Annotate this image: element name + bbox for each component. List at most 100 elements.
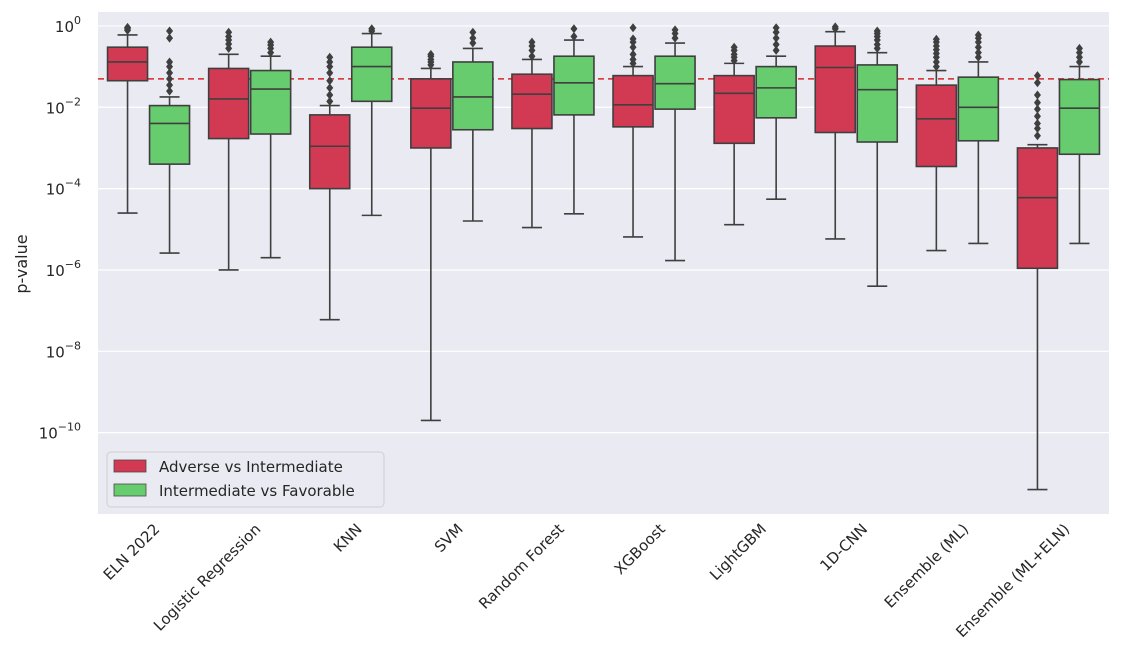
outlier-point — [570, 24, 578, 34]
outlier-point — [1033, 90, 1041, 100]
outlier-point — [772, 33, 780, 43]
box-1-1 — [249, 37, 292, 259]
box-9-1 — [1058, 43, 1101, 245]
iqr-box — [713, 74, 755, 145]
outlier-point — [326, 76, 334, 86]
outlier-point — [267, 37, 275, 47]
x-tick-label: SVM — [431, 520, 467, 556]
box-9-0 — [1016, 71, 1059, 491]
outlier-point — [326, 83, 334, 93]
outlier-point — [166, 68, 174, 78]
box-4-1 — [553, 24, 595, 215]
outlier-point — [166, 33, 174, 43]
iqr-box — [553, 55, 595, 116]
x-tick-label: LightGBM — [706, 520, 770, 584]
outlier-point — [368, 24, 376, 34]
outlier-point — [124, 22, 132, 32]
box-8-1 — [957, 30, 1000, 245]
iqr-box — [249, 69, 292, 135]
x-tick-label: KNN — [330, 520, 366, 556]
outlier-point — [427, 49, 435, 59]
x-tick-label: ELN 2022 — [100, 520, 164, 584]
outlier-point — [166, 74, 174, 84]
outlier-point — [326, 96, 334, 106]
legend-swatch-intermediate — [113, 483, 147, 497]
outlier-point — [326, 62, 334, 72]
y-tick-labels: 100 10−2 10−4 10−6 10−8 10−10 — [39, 14, 81, 443]
outlier-point — [469, 27, 477, 37]
box-6-0 — [713, 42, 755, 226]
outlier-point — [1075, 57, 1083, 67]
box-3-0 — [410, 49, 452, 422]
outlier-point — [225, 27, 233, 37]
legend-swatch-adverse — [113, 459, 147, 473]
iqr-box — [856, 64, 899, 143]
iqr-box — [148, 104, 191, 165]
box-5-1 — [654, 25, 696, 262]
outlier-point — [831, 22, 839, 32]
iqr-box — [308, 114, 351, 190]
outlier-point — [166, 80, 174, 90]
box-0-0 — [106, 22, 149, 214]
x-tick-label: XGBoost — [611, 520, 669, 578]
iqr-box — [207, 67, 250, 140]
y-tick-label: 100 — [55, 14, 81, 36]
outlier-point — [629, 42, 637, 52]
outlier-point — [974, 42, 982, 52]
y-tick-label: 10−4 — [46, 177, 81, 199]
outlier-point — [469, 38, 477, 48]
outlier-point — [1033, 131, 1041, 141]
outlier-point — [166, 26, 174, 36]
iqr-box — [410, 78, 452, 149]
box-0-1 — [148, 26, 191, 254]
iqr-box — [654, 55, 696, 110]
iqr-box — [1058, 78, 1101, 156]
box-2-0 — [308, 52, 351, 321]
outlier-point — [469, 33, 477, 43]
iqr-box — [1016, 147, 1059, 270]
box-7-0 — [814, 22, 857, 240]
outlier-point — [1033, 118, 1041, 128]
legend-label-adverse: Adverse vs Intermediate — [159, 458, 343, 476]
outlier-point — [326, 68, 334, 78]
iqr-box — [957, 76, 1000, 142]
outlier-point — [1033, 71, 1041, 81]
iqr-box — [612, 74, 654, 128]
outlier-point — [1033, 98, 1041, 108]
x-tick-label: Logistic Regression — [150, 520, 264, 634]
outlier-point — [873, 26, 881, 36]
outlier-point — [974, 48, 982, 58]
outlier-point — [772, 39, 780, 49]
y-axis-label: p-value — [12, 234, 31, 293]
iqr-box — [350, 46, 393, 103]
outlier-point — [1033, 104, 1041, 114]
box-1-0 — [207, 27, 250, 271]
outlier-point — [570, 31, 578, 41]
outlier-point — [629, 54, 637, 64]
outlier-point — [932, 62, 940, 72]
outlier-point — [730, 42, 738, 52]
box-5-0 — [612, 23, 654, 238]
box-2-1 — [350, 24, 393, 217]
outlier-point — [528, 51, 536, 61]
iqr-box — [755, 65, 797, 119]
box-3-1 — [452, 27, 494, 222]
legend-label-intermediate: Intermediate vs Favorable — [159, 482, 355, 500]
box-6-1 — [755, 23, 797, 200]
outlier-point — [932, 34, 940, 44]
iqr-box — [511, 73, 553, 130]
y-tick-label: 10−8 — [46, 339, 81, 361]
y-tick-label: 10−10 — [39, 421, 81, 443]
outlier-point — [1033, 78, 1041, 88]
outlier-point — [671, 33, 679, 43]
x-tick-label: 1D-CNN — [816, 520, 871, 575]
box-7-1 — [856, 26, 899, 287]
outlier-point — [629, 49, 637, 59]
legend-frame — [106, 451, 385, 508]
outlier-point — [1075, 43, 1083, 53]
boxes-group — [106, 22, 1101, 491]
outlier-point — [974, 30, 982, 40]
outlier-point — [326, 52, 334, 62]
x-tick-label: Ensemble (ML) — [881, 520, 972, 611]
